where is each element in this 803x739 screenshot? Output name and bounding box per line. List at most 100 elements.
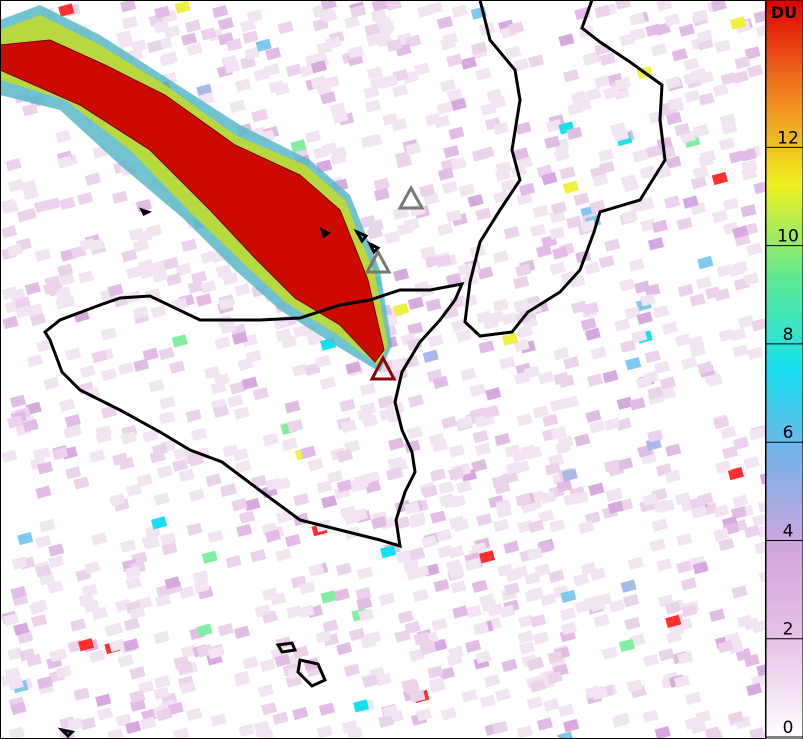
pixel: [386, 38, 403, 52]
pixel: [412, 588, 429, 603]
pixel: [751, 317, 768, 332]
pixel: [373, 177, 390, 191]
pixel: [622, 178, 639, 193]
pixel: [429, 679, 446, 693]
pixel: [336, 641, 353, 656]
pixel: [125, 576, 142, 590]
pixel: [731, 585, 748, 599]
pixel: [264, 63, 281, 77]
pixel: [173, 727, 190, 739]
pixel: [129, 606, 146, 620]
pixel: [598, 255, 615, 269]
pixel: [287, 419, 304, 433]
pixel: [665, 614, 682, 628]
pixel: [408, 547, 426, 561]
pixel: [503, 540, 520, 554]
pixel: [645, 144, 662, 159]
pixel: [692, 561, 709, 575]
pixel: [664, 601, 682, 615]
pixel: [31, 613, 48, 628]
pixel: [36, 339, 53, 353]
pixel: [231, 331, 248, 345]
pixel: [515, 121, 532, 135]
pixel: [343, 511, 360, 526]
pixel: [58, 3, 75, 17]
pixel: [244, 46, 261, 61]
pixel: [291, 363, 308, 377]
pixel: [711, 209, 728, 224]
pixel: [476, 513, 493, 527]
pixel: [593, 614, 610, 628]
pixel: [315, 630, 332, 644]
pixel: [292, 706, 309, 721]
pixel: [436, 15, 453, 30]
pixel: [229, 99, 246, 114]
pixel: [234, 670, 251, 684]
pixel: [676, 217, 693, 231]
pixel: [746, 242, 763, 256]
pixel: [606, 487, 623, 501]
pixel: [184, 19, 202, 33]
pixel: [747, 346, 764, 361]
pixel: [470, 542, 487, 556]
pixel: [387, 456, 404, 470]
pixel: [732, 494, 749, 508]
tick-label: 6: [783, 423, 794, 443]
pixel: [2, 315, 19, 330]
pixel: [163, 25, 181, 39]
pixel: [382, 704, 399, 718]
pixel: [319, 376, 336, 390]
pixel: [275, 548, 292, 562]
pixel: [7, 178, 25, 193]
pixel: [748, 727, 766, 739]
pixel: [116, 30, 133, 44]
pixel: [492, 121, 510, 136]
pixel: [448, 466, 465, 481]
pixel: [246, 9, 263, 23]
pixel: [353, 474, 370, 488]
pixel: [16, 209, 33, 223]
pixel: [125, 565, 142, 579]
pixel: [712, 83, 729, 97]
pixel: [624, 306, 641, 320]
pixel: [526, 696, 543, 710]
pixel: [421, 534, 438, 549]
pixel: [547, 650, 564, 664]
pixel: [64, 414, 81, 428]
pixel: [512, 147, 529, 161]
pixel: [160, 532, 177, 546]
pixel: [556, 479, 573, 493]
pixel: [32, 447, 49, 461]
pixel: [602, 369, 619, 384]
pixel: [647, 237, 665, 251]
pixel: [51, 648, 68, 663]
pixel: [720, 72, 737, 86]
pixel: [418, 639, 435, 654]
pixel: [671, 48, 688, 62]
pixel: [515, 493, 532, 507]
pixel: [365, 99, 382, 113]
pixel: [621, 210, 638, 224]
pixel: [35, 534, 52, 549]
pixel: [321, 9, 338, 23]
pixel: [665, 155, 682, 170]
pixel: [229, 381, 246, 395]
pixel: [404, 501, 421, 515]
pixel: [178, 468, 195, 482]
pixel: [348, 627, 366, 642]
pixel: [452, 605, 469, 619]
pixel: [11, 556, 28, 570]
pixel: [7, 415, 24, 429]
pixel: [129, 666, 146, 680]
pixel: [552, 246, 569, 260]
pixel: [678, 23, 695, 37]
pixel: [356, 566, 373, 580]
pixel: [57, 155, 74, 169]
pixel: [505, 568, 522, 582]
pixel: [484, 674, 501, 688]
pixel: [683, 57, 700, 71]
pixel: [0, 225, 18, 239]
pixel: [485, 387, 502, 401]
pixel: [238, 723, 255, 737]
pixel: [47, 580, 64, 594]
